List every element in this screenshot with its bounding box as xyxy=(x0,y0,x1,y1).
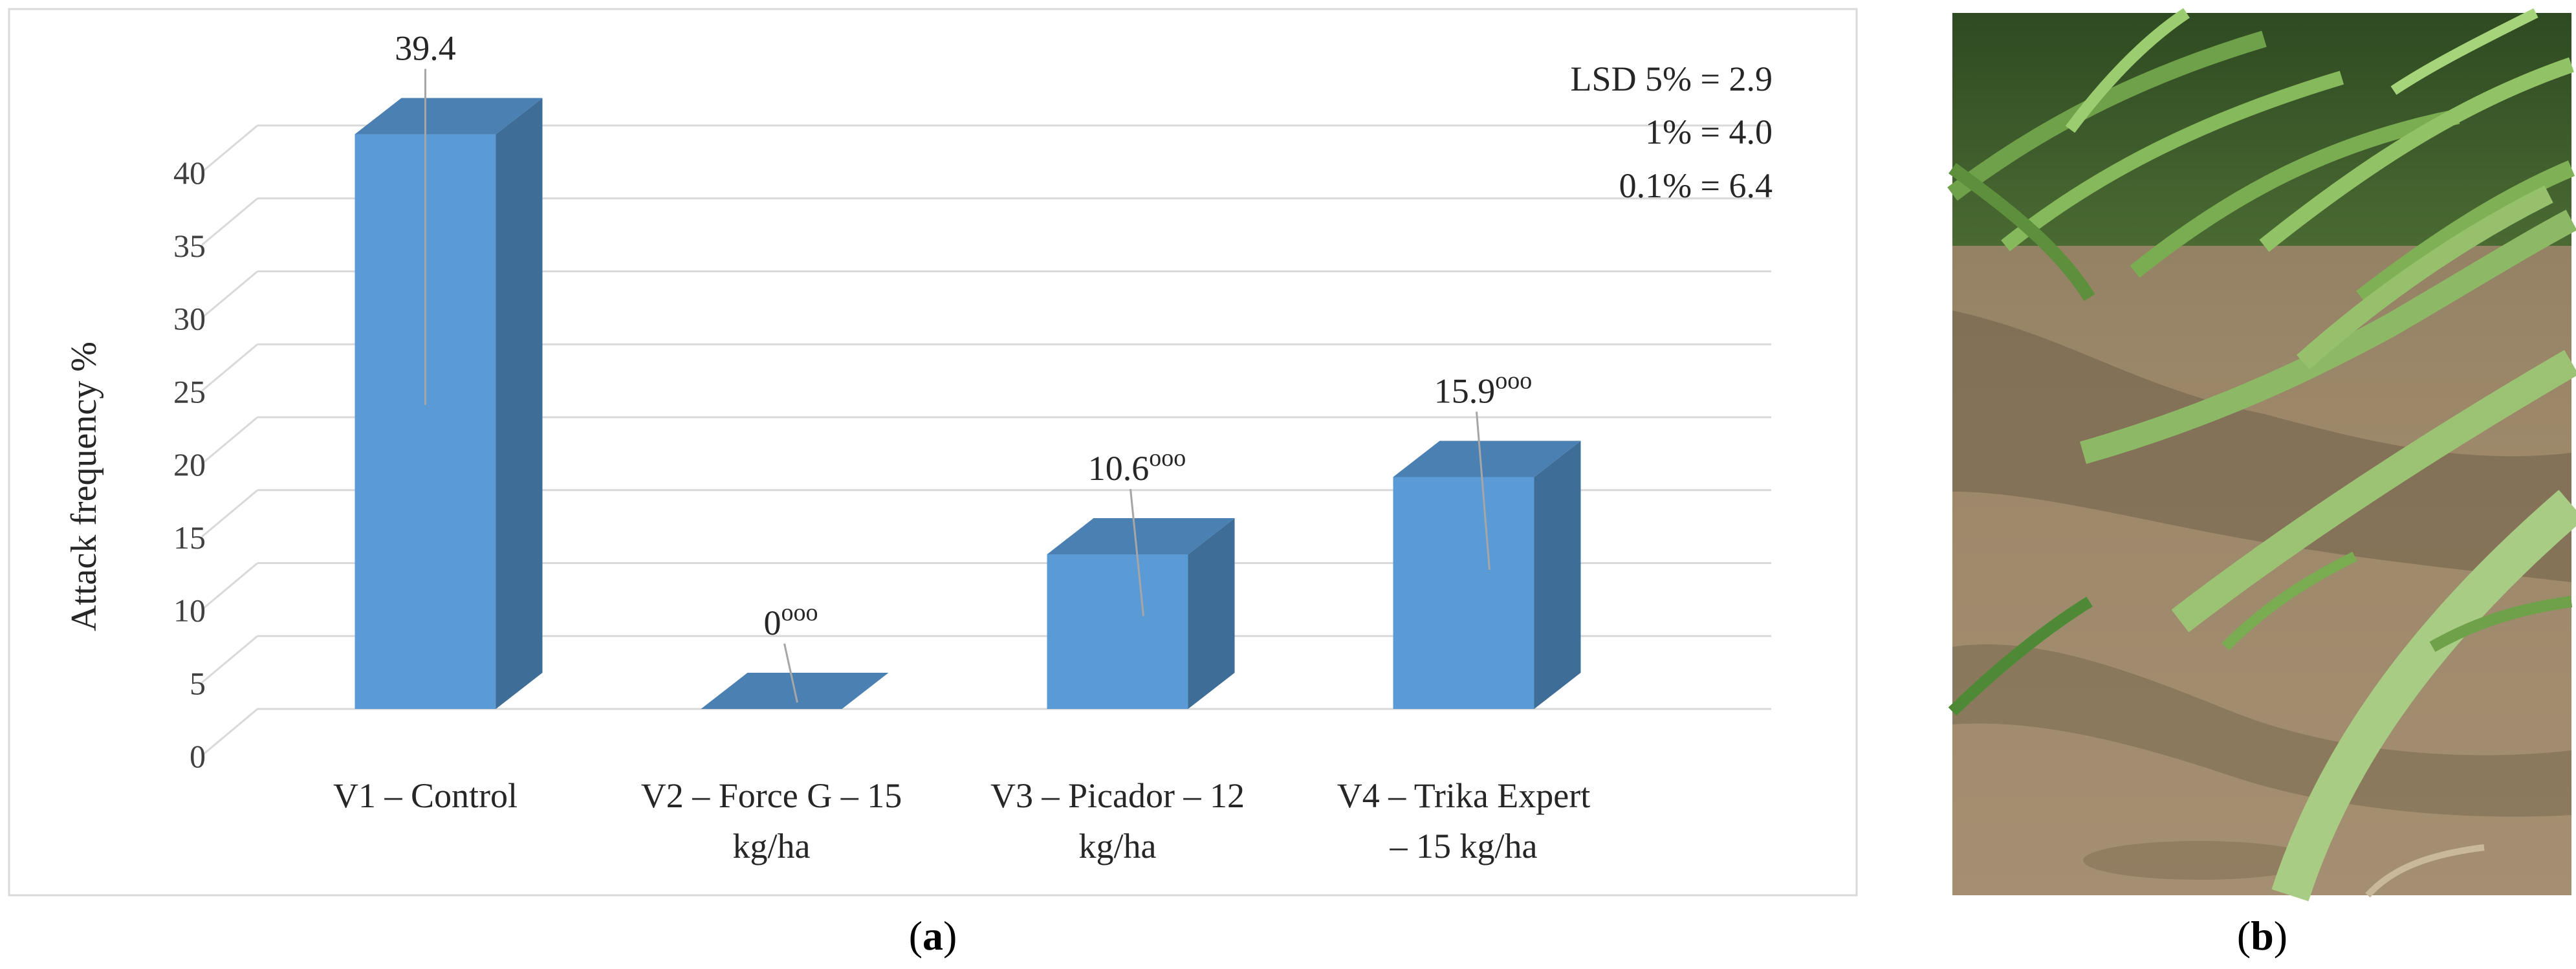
y-tick-label: 0 xyxy=(190,738,206,774)
gridline-depth xyxy=(201,562,258,611)
gridline-depth xyxy=(201,416,258,465)
bar-4 xyxy=(1393,441,1581,709)
gridline-depth xyxy=(201,270,258,319)
bar-top-face xyxy=(1393,441,1581,477)
data-label-3: 10.6ooo xyxy=(1088,444,1186,488)
x-category-label: V1 – Control xyxy=(333,776,518,815)
gridline-depth xyxy=(201,124,258,173)
y-tick-label: 20 xyxy=(173,446,206,483)
bar-top-face xyxy=(355,98,543,135)
data-label-significance: ooo xyxy=(1149,444,1186,472)
data-label-significance: ooo xyxy=(781,599,818,626)
bar-side-face xyxy=(1534,441,1581,709)
lsd-5-percent: LSD 5% = 2.9 xyxy=(1571,60,1773,98)
x-category-label: V4 – Trika Expert xyxy=(1337,776,1591,815)
y-tick-label: 15 xyxy=(173,519,206,556)
x-category-label: kg/ha xyxy=(1079,827,1157,866)
x-category-label: kg/ha xyxy=(733,827,811,866)
panel-label-a: (a) xyxy=(909,913,957,959)
bar-1 xyxy=(355,98,543,709)
data-label-2: 0ooo xyxy=(764,599,818,642)
label-leader-line xyxy=(1130,488,1144,616)
y-tick-label: 40 xyxy=(173,155,206,191)
data-label-1: 39.4 xyxy=(395,29,456,68)
y-axis-title: Attack frequency % xyxy=(64,342,104,631)
data-label-value: 39.4 xyxy=(395,29,456,68)
label-leader-line xyxy=(783,643,798,703)
maize-plants-in-soil-photo xyxy=(1947,8,2576,902)
panel-label-b-letter: b xyxy=(2251,913,2274,959)
x-category-label: V2 – Force G – 15 xyxy=(641,776,902,815)
y-axis-ticks: 0 5 10 15 20 25 30 35 40 xyxy=(173,155,206,774)
gridline-depth xyxy=(201,343,258,392)
y-tick-label: 35 xyxy=(173,228,206,264)
data-label-value: 10.6 xyxy=(1088,449,1150,488)
bar-side-face xyxy=(496,98,543,709)
lsd-1-percent: 1% = 4.0 xyxy=(1645,113,1773,151)
data-label-value: 0 xyxy=(764,604,781,642)
gridline-depth xyxy=(201,708,258,757)
x-axis-categories: V1 – Control V2 – Force G – 15 kg/ha V3 – P… xyxy=(333,776,1590,866)
bar-front-face xyxy=(1393,477,1534,709)
bar-front-face xyxy=(1047,554,1188,709)
data-label-4: 15.9ooo xyxy=(1434,367,1533,410)
gridline-depth xyxy=(201,489,258,538)
data-label-value: 15.9 xyxy=(1434,371,1496,410)
bar-3 xyxy=(1047,517,1235,709)
y-tick-label: 5 xyxy=(190,665,206,701)
y-tick-label: 25 xyxy=(173,373,206,409)
panel-label-b: (b) xyxy=(2237,913,2287,959)
panel-label-a-letter: a xyxy=(922,913,943,959)
gridline-depth xyxy=(201,197,258,246)
gridline-depth xyxy=(201,635,258,684)
bar-top-face xyxy=(1047,517,1235,554)
label-leader-line xyxy=(1476,411,1490,570)
data-label-significance: ooo xyxy=(1495,367,1532,394)
y-tick-label: 10 xyxy=(173,593,206,629)
lsd-01-percent: 0.1% = 6.4 xyxy=(1619,166,1773,205)
x-category-label: – 15 kg/ha xyxy=(1390,827,1538,866)
bar-side-face xyxy=(1188,517,1235,709)
x-category-label: V3 – Picador – 12 xyxy=(990,776,1245,815)
y-tick-label: 30 xyxy=(173,301,206,337)
lsd-annotation: LSD 5% = 2.9 1% = 4.0 0.1% = 6.4 xyxy=(1571,60,1773,205)
